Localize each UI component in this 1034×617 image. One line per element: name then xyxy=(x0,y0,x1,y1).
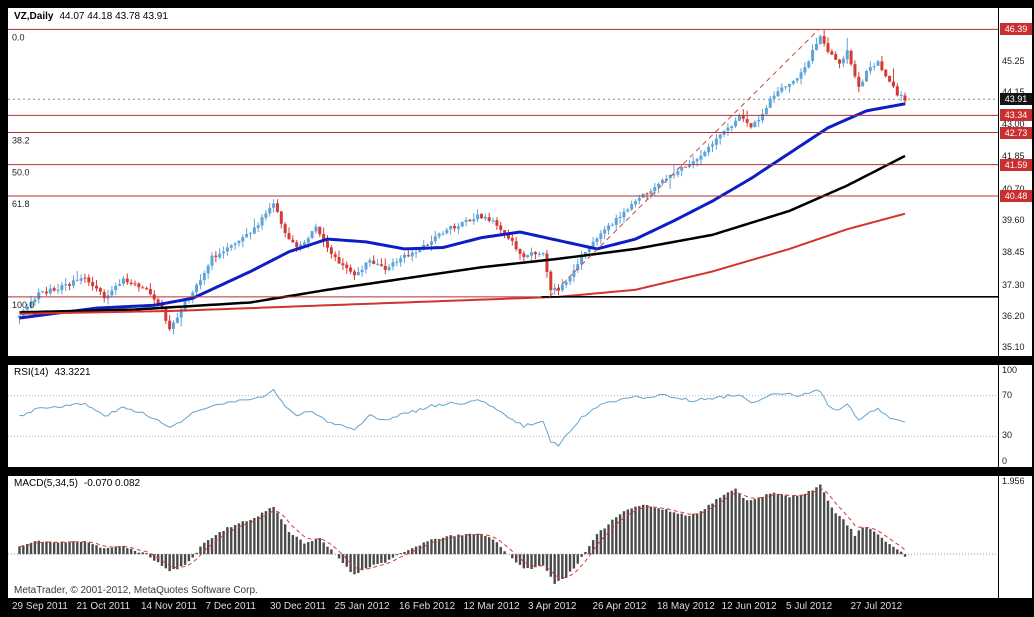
macd-svg[interactable] xyxy=(8,476,998,598)
rsi-indicator-panel[interactable]: RSI(14) 43.3221 100 70 30 0 xyxy=(8,365,1032,467)
chart-title: VZ,Daily 44.07 44.18 43.78 43.91 xyxy=(14,11,168,22)
rsi-axis[interactable]: 100 70 30 0 xyxy=(998,365,1032,467)
rsi-line xyxy=(19,388,906,447)
date-label: 26 Apr 2012 xyxy=(592,601,647,612)
macd-histogram xyxy=(18,484,907,584)
rsi-svg[interactable] xyxy=(8,365,998,467)
date-label: 7 Dec 2011 xyxy=(205,601,256,612)
fib-level-label: 61.8 xyxy=(12,199,30,209)
price-badge: 43.91 xyxy=(1000,93,1032,106)
fib-level-label: 100.0 xyxy=(12,300,35,310)
date-label: 12 Mar 2012 xyxy=(463,601,520,612)
rsi-tick: 70 xyxy=(1002,389,1013,400)
rsi-tick: 0 xyxy=(1002,456,1008,466)
symbol-timeframe: VZ,Daily xyxy=(14,11,54,22)
ma-fast-blue xyxy=(19,102,906,320)
fib-level-label: 0.0 xyxy=(12,32,25,42)
date-label: 30 Dec 2011 xyxy=(270,601,326,612)
macd-axis[interactable]: 1.956 xyxy=(998,476,1032,598)
rsi-title: RSI(14) 43.3221 xyxy=(14,367,91,378)
fibonacci-retracement[interactable]: 0.0 38.2 50.0 61.8 100.0 xyxy=(8,28,998,310)
price-badge: 40.48 xyxy=(1000,189,1032,202)
rsi-value: 43.3221 xyxy=(54,367,91,378)
panel-splitter-2[interactable] xyxy=(0,467,1034,476)
rsi-tick: 100 xyxy=(1002,365,1018,375)
price-axis[interactable]: 45.25 44.15 43.00 41.85 40.70 39.60 38.45 37.30… xyxy=(998,8,1032,356)
price-tick: 38.45 xyxy=(1002,247,1025,258)
fib-level-label: 50.0 xyxy=(12,168,30,178)
date-label: 16 Feb 2012 xyxy=(399,601,456,612)
price-tick: 43.00 xyxy=(1002,118,1025,129)
price-badge: 46.39 xyxy=(1000,23,1032,36)
macd-value: -0.070 0.082 xyxy=(83,478,141,489)
copyright-watermark: MetaTrader, © 2001-2012, MetaQuotes Soft… xyxy=(14,585,258,596)
price-chart-panel[interactable]: 0.0 38.2 50.0 61.8 100.0 VZ,Daily 44.07 44.18… xyxy=(8,8,1032,356)
price-badge: 43.34 xyxy=(1000,109,1032,122)
macd-signal-line xyxy=(19,488,906,579)
panel-splitter-1[interactable] xyxy=(0,356,1034,365)
price-tick: 45.25 xyxy=(1002,55,1025,66)
ma-mid-black xyxy=(19,154,906,314)
fib-level-label: 38.2 xyxy=(12,136,30,146)
price-tick: 37.30 xyxy=(1002,279,1025,290)
ma-slow-red xyxy=(19,212,906,315)
price-badge: 41.59 xyxy=(1000,158,1032,171)
date-label: 12 Jun 2012 xyxy=(721,601,777,612)
price-tick: 36.20 xyxy=(1002,310,1025,321)
price-badge: 42.73 xyxy=(1000,126,1032,139)
macd-indicator-panel[interactable]: MACD(5,34,5) -0.070 0.082 MetaTrader, © 2… xyxy=(8,476,1032,598)
date-label: 14 Nov 2011 xyxy=(141,601,197,612)
date-label: 25 Jan 2012 xyxy=(334,601,390,612)
macd-tick: 1.956 xyxy=(1002,476,1025,486)
price-tick: 40.70 xyxy=(1002,183,1025,194)
fib-trendline[interactable] xyxy=(548,29,820,298)
price-tick: 39.60 xyxy=(1002,214,1025,225)
date-label: 3 Apr 2012 xyxy=(528,601,577,612)
rsi-label: RSI(14) xyxy=(14,367,49,378)
price-tick: 44.15 xyxy=(1002,86,1025,97)
ohlc-readout: 44.07 44.18 43.78 43.91 xyxy=(59,11,168,22)
candles xyxy=(18,30,907,335)
price-tick: 41.85 xyxy=(1002,151,1025,162)
date-label: 27 Jul 2012 xyxy=(850,601,903,612)
rsi-tick: 30 xyxy=(1002,430,1013,441)
time-axis[interactable]: 29 Sep 2011 21 Oct 2011 14 Nov 2011 7 Dec 2… xyxy=(0,598,1034,617)
price-tick: 35.10 xyxy=(1002,341,1025,352)
date-label: 5 Jul 2012 xyxy=(786,601,833,612)
date-label: 29 Sep 2011 xyxy=(12,601,68,612)
macd-title: MACD(5,34,5) -0.070 0.082 xyxy=(14,478,140,489)
date-label: 18 May 2012 xyxy=(657,601,715,612)
price-chart-svg[interactable]: 0.0 38.2 50.0 61.8 100.0 xyxy=(8,8,998,356)
macd-label: MACD(5,34,5) xyxy=(14,478,78,489)
date-label: 21 Oct 2011 xyxy=(76,601,131,612)
